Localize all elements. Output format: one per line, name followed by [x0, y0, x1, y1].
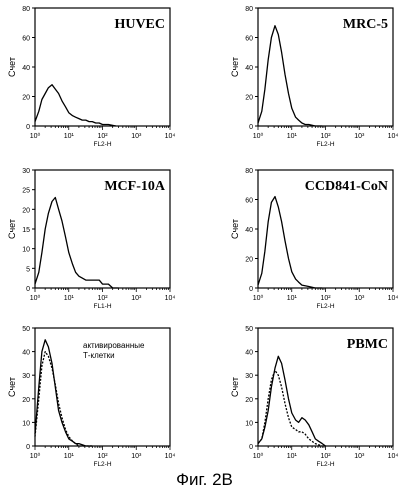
histogram-panel: 0 20 40 60 80 10⁰ 10¹ 10² 10³ 10⁴ FL2-H Счет HUVEC [7, 6, 175, 148]
x-tick-label: 10⁴ [388, 453, 399, 460]
y-tick-label: 30 [22, 168, 30, 175]
y-axis-label: Счет [7, 57, 17, 77]
panel-title: HUVEC [114, 17, 165, 32]
histogram-panel: 0 5 10 15 20 25 30 10⁰ 10¹ 10² 10³ 10⁴ FL1-H Счет MCF-… [7, 168, 175, 310]
y-tick-label: 60 [245, 198, 253, 205]
histogram-panel: 0 20 40 60 80 10⁰ 10¹ 10² 10³ 10⁴ FL2-H Счет MRC-5 [230, 6, 398, 148]
x-tick-label: 10² [97, 453, 108, 460]
y-tick-label: 0 [249, 444, 253, 451]
y-tick-label: 20 [245, 95, 253, 102]
x-tick-label: 10³ [131, 133, 142, 140]
x-tick-label: 10⁰ [253, 452, 264, 460]
y-tick-label: 60 [22, 36, 30, 43]
histogram-panel: 0 10 20 30 40 50 10⁰ 10¹ 10² 10³ 10⁴ FL2-H Счет актив… [7, 326, 175, 468]
x-tick-label: 10⁴ [165, 453, 176, 460]
histogram-line [257, 369, 323, 447]
panel-title: MCF-10A [104, 179, 166, 194]
y-tick-label: 60 [245, 36, 253, 43]
x-tick-label: 10⁰ [253, 294, 264, 302]
x-tick-label: 10³ [131, 295, 142, 302]
y-axis-label: Счет [230, 219, 240, 239]
y-tick-label: 40 [22, 65, 30, 72]
y-tick-label: 20 [22, 95, 30, 102]
x-tick-label: 10¹ [287, 453, 298, 460]
panel-title: PBMC [347, 337, 388, 352]
x-tick-label: 10² [97, 295, 108, 302]
y-tick-label: 0 [249, 286, 253, 293]
y-tick-label: 20 [245, 257, 253, 264]
x-axis-label: FL2-H [316, 141, 334, 148]
y-tick-label: 80 [245, 6, 253, 13]
x-axis-label: FL1-H [93, 303, 111, 310]
y-axis-label: Счет [7, 219, 17, 239]
y-tick-label: 30 [22, 373, 30, 380]
x-tick-label: 10⁴ [388, 295, 399, 302]
x-tick-label: 10⁰ [30, 294, 41, 302]
histogram-line [34, 84, 117, 127]
histogram-line [34, 350, 93, 447]
y-tick-label: 80 [22, 6, 30, 13]
x-axis-label: FL2-H [316, 303, 334, 310]
x-tick-label: 10⁴ [165, 133, 176, 140]
x-tick-label: 10⁴ [165, 295, 176, 302]
y-axis-label: Счет [230, 377, 240, 397]
x-tick-label: 10² [97, 133, 108, 140]
x-tick-label: 10² [320, 295, 331, 302]
y-tick-label: 40 [245, 350, 253, 357]
x-tick-label: 10⁰ [30, 132, 41, 140]
panel-title: MRC-5 [343, 17, 388, 32]
histogram-line [34, 196, 119, 289]
y-tick-label: 10 [22, 247, 30, 254]
y-tick-label: 20 [22, 397, 30, 404]
histogram-panel: 0 20 40 60 80 10⁰ 10¹ 10² 10³ 10⁴ FL2-H Счет CCD841-… [230, 168, 398, 310]
y-tick-label: 30 [245, 373, 253, 380]
panel-title: CCD841-CoN [305, 179, 388, 194]
x-tick-label: 10⁰ [253, 132, 264, 140]
y-tick-label: 40 [245, 65, 253, 72]
x-tick-label: 10¹ [64, 133, 75, 140]
x-tick-label: 10¹ [64, 295, 75, 302]
x-axis-label: FL2-H [316, 461, 334, 468]
x-tick-label: 10¹ [287, 133, 298, 140]
y-tick-label: 20 [245, 397, 253, 404]
x-tick-label: 10⁰ [30, 452, 41, 460]
histogram-line [34, 339, 93, 447]
y-tick-label: 10 [245, 420, 253, 427]
x-tick-label: 10⁴ [388, 133, 399, 140]
x-tick-label: 10³ [354, 295, 365, 302]
x-tick-label: 10³ [131, 453, 142, 460]
x-tick-label: 10² [320, 453, 331, 460]
y-tick-label: 25 [22, 188, 30, 195]
histogram-line [257, 195, 323, 289]
y-tick-label: 40 [22, 350, 30, 357]
y-tick-label: 0 [249, 124, 253, 131]
histogram-panel: 0 10 20 30 40 50 10⁰ 10¹ 10² 10³ 10⁴ FL2-H Счет PBMC [230, 326, 398, 468]
histogram-line [257, 355, 326, 447]
y-tick-label: 0 [26, 124, 30, 131]
x-tick-label: 10³ [354, 133, 365, 140]
y-tick-label: 80 [245, 168, 253, 175]
y-axis-label: Счет [230, 57, 240, 77]
figure-caption: Фиг. 2В [176, 470, 233, 489]
x-axis-label: FL2-H [93, 461, 111, 468]
y-tick-label: 15 [22, 227, 30, 234]
histogram-line [257, 25, 323, 127]
y-tick-label: 40 [245, 227, 253, 234]
y-tick-label: 5 [26, 266, 30, 273]
x-tick-label: 10¹ [64, 453, 75, 460]
x-tick-label: 10³ [354, 453, 365, 460]
panel-annotation: активированные [83, 341, 145, 350]
y-axis-label: Счет [7, 377, 17, 397]
y-tick-label: 20 [22, 207, 30, 214]
x-tick-label: 10¹ [287, 295, 298, 302]
x-tick-label: 10² [320, 133, 331, 140]
y-tick-label: 0 [26, 286, 30, 293]
y-tick-label: 0 [26, 444, 30, 451]
y-tick-label: 10 [22, 420, 30, 427]
y-tick-label: 50 [245, 326, 253, 333]
x-axis-label: FL2-H [93, 141, 111, 148]
panel-annotation: Т-клетки [83, 351, 115, 360]
y-tick-label: 50 [22, 326, 30, 333]
